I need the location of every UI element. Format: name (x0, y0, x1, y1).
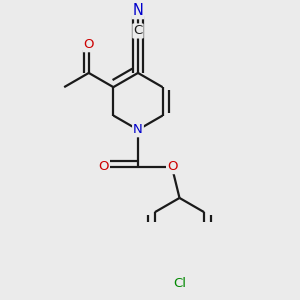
Text: O: O (83, 38, 94, 51)
Text: N: N (133, 123, 143, 136)
Text: N: N (133, 3, 143, 18)
Text: O: O (167, 160, 178, 173)
Text: O: O (98, 160, 109, 173)
Text: C: C (134, 25, 142, 38)
Text: Cl: Cl (173, 277, 186, 290)
